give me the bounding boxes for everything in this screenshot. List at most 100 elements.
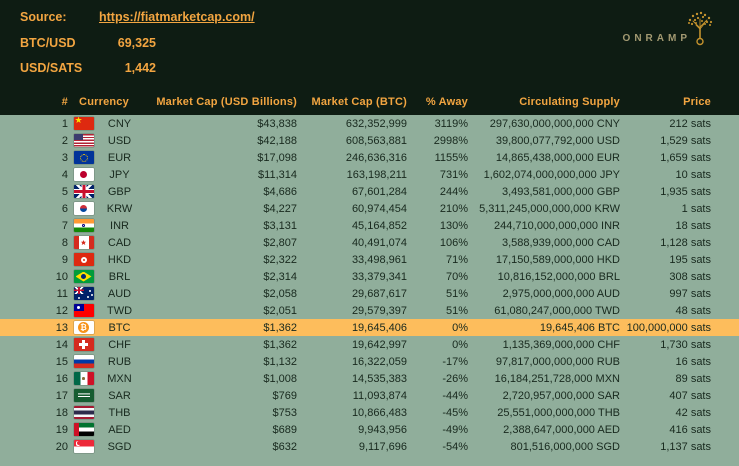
- ca-flag-icon: [73, 236, 94, 249]
- price-sats: 1,659 sats: [660, 151, 711, 164]
- tw-flag-icon: [73, 304, 94, 317]
- price-sats: 1,137 sats: [660, 440, 711, 453]
- table-row: 15 RUB $1,132 16,322,059 -17% 97,817,000,000,…: [0, 353, 739, 370]
- btc-usd-row: BTC/USD 69,325: [20, 36, 156, 50]
- circulating-supply: 3,588,939,000,000 CAD: [501, 236, 620, 249]
- pct-away: -26%: [442, 372, 468, 385]
- flag-cell: [68, 219, 99, 232]
- eu-flag-icon: [73, 151, 94, 164]
- row-rank: 4: [61, 168, 68, 181]
- market-cap-btc: 60,974,454: [351, 202, 407, 215]
- mx-flag-icon: [73, 372, 94, 385]
- row-rank: 20: [55, 440, 68, 453]
- usd-sats-label: USD/SATS: [20, 61, 83, 75]
- market-cap-usd: $17,098: [257, 151, 297, 164]
- price-sats: 1 sats: [681, 202, 711, 215]
- price-sats: 42 sats: [675, 406, 711, 419]
- circulating-supply: 297,630,000,000,000 CNY: [489, 117, 620, 130]
- flag-cell: [68, 134, 99, 147]
- currency-code: SGD: [107, 440, 132, 453]
- table-body: 1 CNY $43,838 632,352,999 3119% 297,630,000,0…: [0, 115, 739, 455]
- sg-flag-icon: [73, 440, 94, 453]
- table-row: 19 AED $689 9,943,956 -49% 2,388,647,000,000 …: [0, 421, 739, 438]
- currency-code: MXN: [107, 372, 132, 385]
- flag-cell: [68, 236, 99, 249]
- pct-away: 51%: [445, 304, 468, 317]
- row-rank: 18: [55, 406, 68, 419]
- market-cap-btc: 33,379,341: [351, 270, 407, 283]
- source-link[interactable]: https://fiatmarketcap.com/: [99, 10, 255, 24]
- flag-cell: [68, 202, 99, 215]
- currency-code: TWD: [106, 304, 133, 317]
- price-sats: 1,935 sats: [660, 185, 711, 198]
- price-sats: 89 sats: [675, 372, 711, 385]
- column-header-circulating-supply: Circulating Supply: [519, 95, 620, 108]
- market-cap-btc: 40,491,074: [351, 236, 407, 249]
- circulating-supply: 5,311,245,000,000,000 KRW: [479, 202, 620, 215]
- column-header-mcap-usd: Market Cap (USD Billions): [156, 95, 297, 108]
- flag-cell: [68, 287, 99, 300]
- pct-away: -44%: [442, 389, 468, 402]
- circulating-supply: 10,816,152,000,000 BRL: [497, 270, 620, 283]
- circulating-supply: 25,551,000,000,000 THB: [497, 406, 620, 419]
- price-sats: 100,000,000 sats: [626, 321, 711, 334]
- market-cap-usd: $2,807: [263, 236, 297, 249]
- price-sats: 308 sats: [669, 270, 711, 283]
- table-row: 5 GBP $4,686 67,601,284 244% 3,493,581,000,00…: [0, 183, 739, 200]
- currency-code: CHF: [108, 338, 131, 351]
- table-row: 17 SAR $769 11,093,874 -44% 2,720,957,000,000…: [0, 387, 739, 404]
- market-cap-btc: 11,093,874: [352, 389, 407, 402]
- market-cap-usd: $1,008: [263, 372, 297, 385]
- flag-cell: [68, 185, 99, 198]
- pct-away: 0%: [452, 338, 468, 351]
- price-sats: 1,730 sats: [660, 338, 711, 351]
- row-rank: 13: [55, 321, 68, 334]
- currency-code: THB: [108, 406, 131, 419]
- table-row: 8 CAD $2,807 40,491,074 106% 3,588,939,000,00…: [0, 234, 739, 251]
- table-row: 6 KRW $4,227 60,974,454 210% 5,311,245,000,00…: [0, 200, 739, 217]
- row-rank: 5: [61, 185, 68, 198]
- row-rank: 6: [61, 202, 68, 215]
- market-cap-btc: 19,642,997: [351, 338, 407, 351]
- market-cap-usd: $2,322: [263, 253, 297, 266]
- currency-code: GBP: [107, 185, 132, 198]
- pct-away: 731%: [439, 168, 468, 181]
- market-cap-btc: 19,645,406: [351, 321, 407, 334]
- currency-code: INR: [110, 219, 129, 232]
- row-rank: 9: [61, 253, 68, 266]
- market-cap-btc: 29,687,617: [351, 287, 407, 300]
- top-header-band: Source: https://fiatmarketcap.com/ BTC/U…: [0, 0, 739, 88]
- market-cap-btc: 67,601,284: [351, 185, 407, 198]
- source-row: Source: https://fiatmarketcap.com/: [20, 10, 255, 24]
- pct-away: 210%: [439, 202, 468, 215]
- kr-flag-icon: [73, 202, 94, 215]
- circulating-supply: 2,388,647,000,000 AED: [503, 423, 620, 436]
- us-flag-icon: [73, 134, 94, 147]
- pct-away: 71%: [445, 253, 468, 266]
- hk-flag-icon: [73, 253, 94, 266]
- price-sats: 10 sats: [675, 168, 711, 181]
- btc-icon: [73, 321, 94, 334]
- row-rank: 15: [55, 355, 68, 368]
- source-label: Source:: [20, 10, 67, 24]
- flag-cell: [68, 372, 99, 385]
- market-cap-btc: 10,866,483: [351, 406, 407, 419]
- column-header-currency: Currency: [79, 95, 129, 108]
- table-row: 11 AUD $2,058 29,687,617 51% 2,975,000,000,00…: [0, 285, 739, 302]
- tree-key-icon: [688, 11, 713, 46]
- currency-code: CAD: [107, 236, 132, 249]
- th-flag-icon: [73, 406, 94, 419]
- cn-flag-icon: [73, 117, 94, 130]
- pct-away: 3119%: [434, 117, 468, 130]
- price-sats: 997 sats: [669, 287, 711, 300]
- market-cap-usd: $753: [272, 406, 297, 419]
- row-rank: 10: [55, 270, 68, 283]
- currency-code: AUD: [107, 287, 132, 300]
- currency-code: HKD: [107, 253, 132, 266]
- usd-sats-value: 1,442: [124, 61, 156, 75]
- price-sats: 212 sats: [669, 117, 711, 130]
- currency-code: CNY: [107, 117, 132, 130]
- pct-away: 70%: [445, 270, 468, 283]
- currency-code: BRL: [108, 270, 131, 283]
